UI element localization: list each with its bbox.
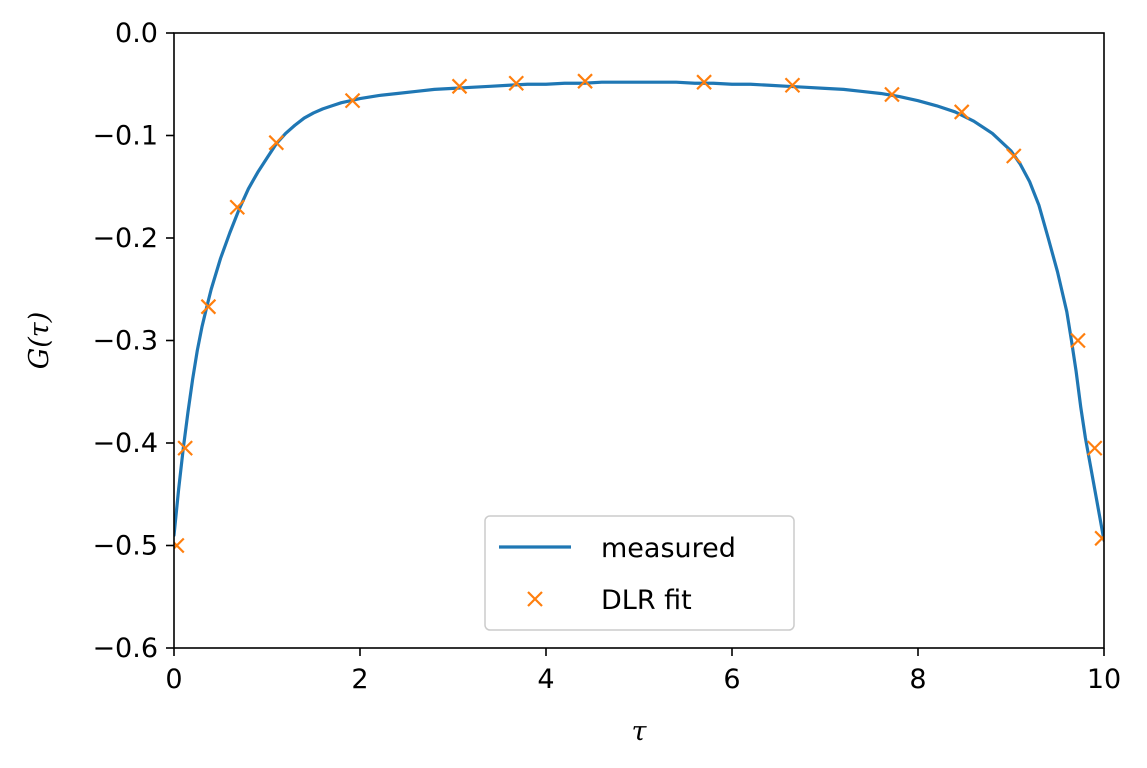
y-axis-label: G(τ) bbox=[24, 312, 55, 370]
dlr-fit-point bbox=[229, 199, 246, 216]
dlr-fit-point bbox=[200, 298, 217, 315]
y-tick-label: 0.0 bbox=[115, 18, 158, 49]
dlr-fit-point bbox=[268, 134, 285, 151]
legend-label: DLR fit bbox=[601, 585, 692, 616]
y-tick-label: −0.6 bbox=[92, 633, 158, 664]
y-tick-label: −0.5 bbox=[92, 531, 158, 562]
x-axis-label: τ bbox=[632, 716, 648, 747]
dlr-fit-point bbox=[784, 77, 801, 94]
dlr-fit-point bbox=[451, 78, 468, 95]
dlr-fit-point bbox=[174, 537, 185, 554]
x-tick-label: 6 bbox=[723, 664, 740, 695]
dlr-fit-point bbox=[508, 75, 525, 92]
legend-entry: measured bbox=[499, 533, 736, 564]
dlr-fit-point bbox=[177, 440, 193, 456]
dlr-fit-point bbox=[953, 104, 970, 120]
legend-box bbox=[484, 515, 795, 631]
x-tick-label: 10 bbox=[1087, 664, 1121, 695]
legend-swatch-marker bbox=[527, 591, 543, 607]
x-tick-label: 0 bbox=[165, 664, 182, 695]
legend-entry: DLR fit bbox=[527, 585, 692, 616]
y-tick-label: −0.2 bbox=[92, 223, 158, 254]
y-tick-label: −0.4 bbox=[92, 428, 158, 459]
dlr-fit-point bbox=[1070, 332, 1086, 349]
dlr-fit-point bbox=[884, 86, 900, 103]
dlr-fit-point bbox=[577, 73, 593, 89]
dlr-fit-point bbox=[1086, 440, 1103, 456]
dlr-fit-point bbox=[1094, 530, 1104, 547]
x-tick-label: 2 bbox=[351, 664, 368, 695]
dlr-fit-point bbox=[696, 74, 712, 90]
y-tick-label: −0.1 bbox=[92, 121, 158, 152]
x-tick-label: 4 bbox=[537, 664, 554, 695]
legend: measured DLR fit bbox=[484, 515, 795, 631]
x-tick-label: 8 bbox=[909, 664, 926, 695]
dlr-fit-point bbox=[1006, 148, 1022, 164]
series-layer bbox=[174, 73, 1104, 554]
y-tick-label: −0.3 bbox=[92, 326, 158, 357]
series-line-measured bbox=[174, 80, 1104, 542]
ticks-layer: 0 2 4 6 8 10 0.0 −0.1 −0.2 −0.3 −0.4 −0.5 −0.6 bbox=[92, 18, 1121, 695]
legend-label: measured bbox=[601, 533, 736, 564]
dlr-fit-point bbox=[344, 92, 361, 109]
